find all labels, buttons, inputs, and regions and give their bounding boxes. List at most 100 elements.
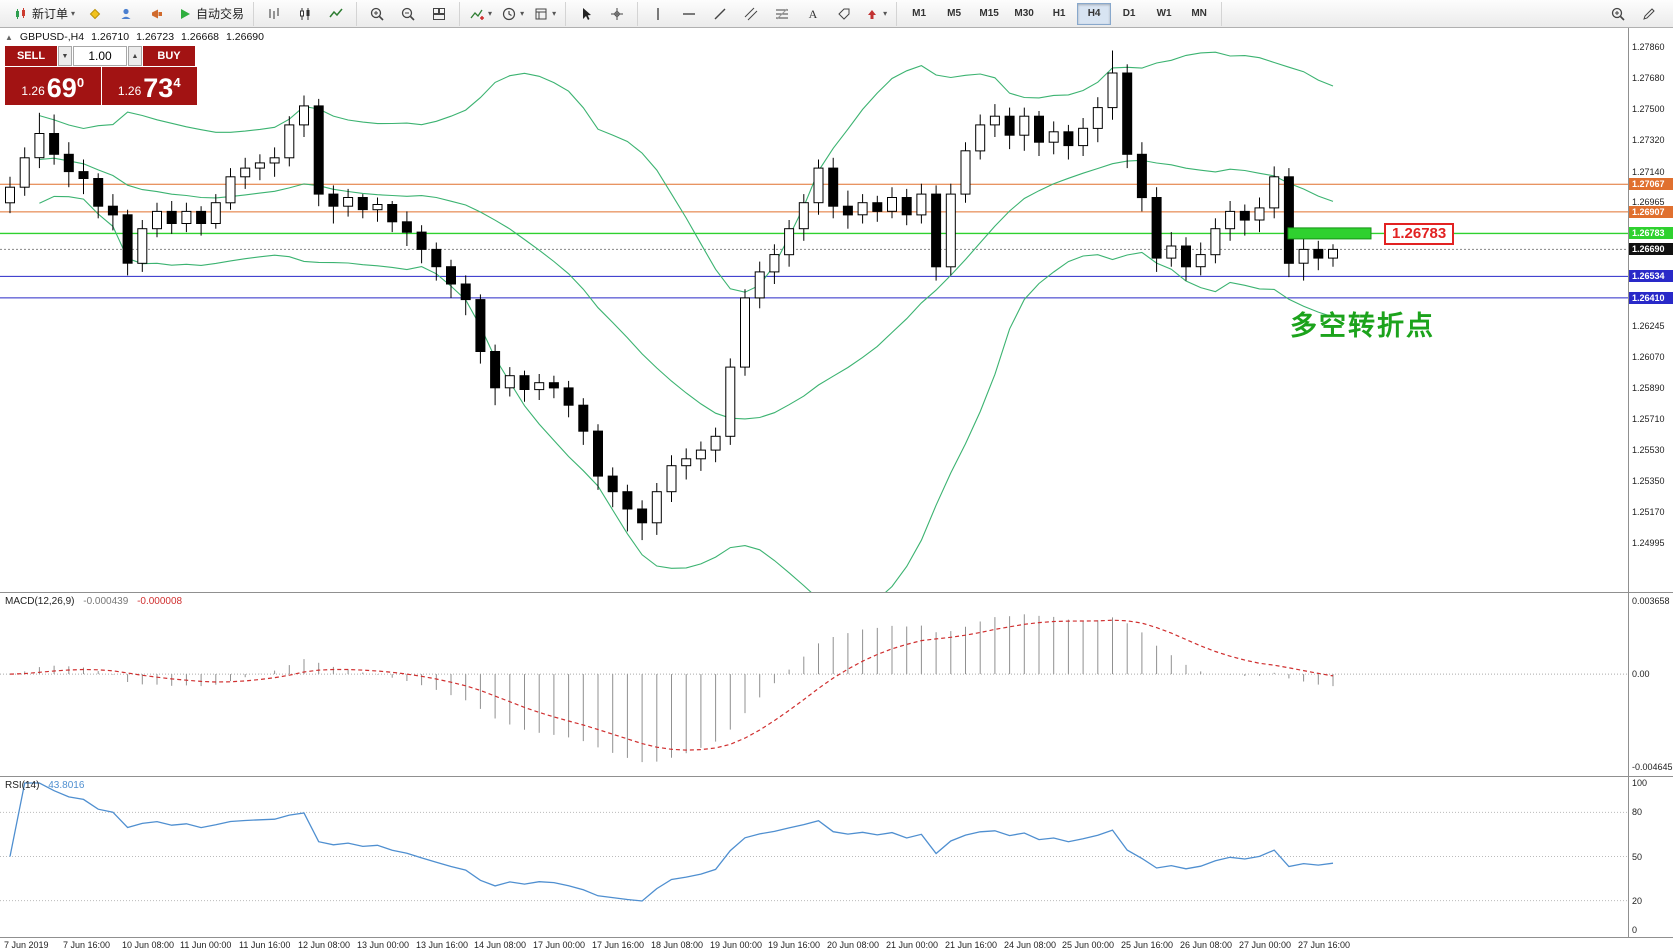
autotrade-button[interactable]: 自动交易 bbox=[173, 2, 248, 26]
profile-button[interactable] bbox=[111, 2, 141, 26]
bollinger-middle bbox=[39, 157, 1334, 420]
buy-price-prefix: 1.26 bbox=[117, 84, 142, 98]
sell-price-point: 0 bbox=[76, 75, 85, 90]
price-axis-label: 1.26245 bbox=[1632, 321, 1665, 331]
rsi-axis-label: 50 bbox=[1632, 852, 1643, 862]
timeframe-d1[interactable]: D1 bbox=[1122, 8, 1136, 19]
rsi-canvas[interactable] bbox=[0, 777, 1628, 936]
main-chart-canvas[interactable] bbox=[0, 28, 1628, 592]
timeframe-h1[interactable]: H1 bbox=[1052, 8, 1066, 19]
search-button[interactable] bbox=[1603, 2, 1633, 26]
vertical-line-button[interactable] bbox=[643, 2, 673, 26]
time-axis-label: 13 Jun 16:00 bbox=[416, 940, 469, 950]
sell-button[interactable]: SELL bbox=[5, 46, 57, 66]
sell-price-button[interactable]: 1.26 69 0 bbox=[5, 67, 101, 105]
toolbar-group: 新订单 ▾ 自动交易 bbox=[4, 1, 255, 26]
timeframe-mn[interactable]: MN bbox=[1191, 8, 1207, 19]
ohlc-high: 1.26723 bbox=[136, 31, 175, 43]
time-axis-label: 11 Jun 00:00 bbox=[180, 940, 232, 950]
mql-community-button[interactable] bbox=[80, 2, 110, 26]
volume-increase-button[interactable]: ▲ bbox=[128, 46, 142, 66]
price-level-tag: 1.26690 bbox=[1629, 243, 1673, 255]
macd-canvas[interactable] bbox=[0, 593, 1628, 775]
price-level-tag: 1.26907 bbox=[1629, 206, 1673, 218]
buy-price-button[interactable]: 1.26 73 4 bbox=[101, 67, 197, 105]
text-button[interactable]: A bbox=[798, 2, 828, 26]
time-axis-label: 14 Jun 08:00 bbox=[474, 940, 527, 950]
fibonacci-button[interactable] bbox=[767, 2, 797, 26]
tile-windows-button[interactable] bbox=[424, 2, 454, 26]
sell-price-prefix: 1.26 bbox=[21, 84, 45, 98]
price-axis-label: 1.27680 bbox=[1632, 73, 1665, 83]
volume-input[interactable] bbox=[73, 46, 127, 66]
channel-button[interactable] bbox=[736, 2, 766, 26]
candle-chart-button[interactable] bbox=[290, 2, 320, 26]
ohlc-low: 1.26668 bbox=[181, 31, 220, 43]
label-button[interactable] bbox=[829, 2, 859, 26]
chart-annotation-text[interactable]: 多空转折点 bbox=[1290, 311, 1435, 341]
highlight-order-bar[interactable] bbox=[1287, 227, 1372, 240]
time-axis-label: 12 Jun 08:00 bbox=[298, 940, 351, 950]
indicators-button[interactable]: ▾ bbox=[465, 2, 496, 26]
main-chart-panel: 1.27860 1.27680 1.27500 1.27320 1.27140 1.269… bbox=[0, 28, 1673, 592]
bollinger-upper bbox=[39, 51, 1334, 293]
timeframe-m15[interactable]: M15 bbox=[979, 8, 999, 19]
volume-decrease-button[interactable]: ▼ bbox=[58, 46, 72, 66]
price-level-tag: 1.26534 bbox=[1629, 270, 1673, 282]
cursor-button[interactable] bbox=[571, 2, 601, 26]
rsi-title: RSI(14) bbox=[5, 780, 40, 791]
timeframe-m1[interactable]: M1 bbox=[912, 8, 927, 19]
price-axis-label: 1.25530 bbox=[1632, 445, 1665, 455]
templates-button[interactable]: ▾ bbox=[529, 2, 560, 26]
arrows-button[interactable]: ▾ bbox=[860, 2, 891, 26]
rsi-axis: 100 80 50 20 0 bbox=[1628, 777, 1673, 937]
toolbar-group bbox=[254, 1, 358, 26]
time-axis-label: 17 Jun 16:00 bbox=[592, 940, 645, 950]
time-axis-label: 10 Jun 08:00 bbox=[122, 940, 175, 950]
macd-panel: 0.003658 0.00 -0.004645 MACD(12,26,9) -0.0… bbox=[0, 592, 1673, 776]
buy-price-point: 4 bbox=[173, 75, 181, 90]
macd-value-signal: -0.000008 bbox=[137, 596, 183, 607]
macd-histogram bbox=[24, 614, 1334, 763]
timeframe-m30[interactable]: M30 bbox=[1014, 8, 1034, 19]
bar-chart-button[interactable] bbox=[259, 2, 289, 26]
new-order-button[interactable]: 新订单 ▾ bbox=[9, 2, 79, 26]
trendline-button[interactable] bbox=[705, 2, 735, 26]
timeframe-w1[interactable]: W1 bbox=[1156, 8, 1172, 19]
buy-button[interactable]: BUY bbox=[143, 46, 195, 66]
time-axis-label: 25 Jun 16:00 bbox=[1121, 940, 1174, 950]
timeframe-m5[interactable]: M5 bbox=[947, 8, 962, 19]
time-axis-label: 26 Jun 08:00 bbox=[1180, 940, 1233, 950]
crosshair-button[interactable] bbox=[602, 2, 632, 26]
price-axis-label: 1.25710 bbox=[1632, 414, 1665, 424]
rsi-axis-label: 80 bbox=[1632, 807, 1643, 817]
time-axis-label: 19 Jun 16:00 bbox=[768, 940, 821, 950]
time-axis[interactable]: 7 Jun 2019 7 Jun 16:00 10 Jun 08:00 11 Jun … bbox=[0, 937, 1673, 952]
price-level-tag: 1.26410 bbox=[1629, 292, 1673, 304]
time-axis-label: 18 Jun 08:00 bbox=[651, 940, 704, 950]
one-click-toggle[interactable]: ▲ bbox=[5, 32, 13, 42]
main-price-axis[interactable]: 1.27860 1.27680 1.27500 1.27320 1.27140 1.269… bbox=[1628, 28, 1673, 592]
news-button[interactable] bbox=[142, 2, 172, 26]
time-axis-label: 20 Jun 08:00 bbox=[827, 940, 880, 950]
time-axis-label: 7 Jun 16:00 bbox=[63, 940, 111, 950]
rsi-panel: 100 80 50 20 0 RSI(14) 43.8016 bbox=[0, 776, 1673, 937]
periods-button[interactable]: ▾ bbox=[497, 2, 528, 26]
toolbar-group bbox=[357, 1, 461, 26]
line-chart-button[interactable] bbox=[321, 2, 351, 26]
rsi-axis-label: 100 bbox=[1632, 778, 1648, 788]
price-axis-label: 1.25890 bbox=[1632, 383, 1665, 393]
horizontal-line-button[interactable] bbox=[674, 2, 704, 26]
macd-axis-label: -0.004645 bbox=[1632, 762, 1673, 772]
edit-button[interactable] bbox=[1634, 2, 1664, 26]
price-axis-label: 1.25170 bbox=[1632, 507, 1665, 517]
timeframe-h4[interactable]: H4 bbox=[1077, 2, 1112, 25]
timeframe-group: M1 M5 M15 M30 H1 H4 D1 W1 MN bbox=[897, 1, 1223, 26]
zoom-out-button[interactable] bbox=[393, 2, 423, 26]
macd-label: MACD(12,26,9) -0.000439 -0.000008 bbox=[5, 596, 182, 607]
zoom-in-button[interactable] bbox=[362, 2, 392, 26]
price-callout-label[interactable]: 1.26783 bbox=[1384, 223, 1455, 245]
svg-text:A: A bbox=[809, 7, 818, 21]
price-axis-label: 1.26070 bbox=[1632, 352, 1665, 362]
